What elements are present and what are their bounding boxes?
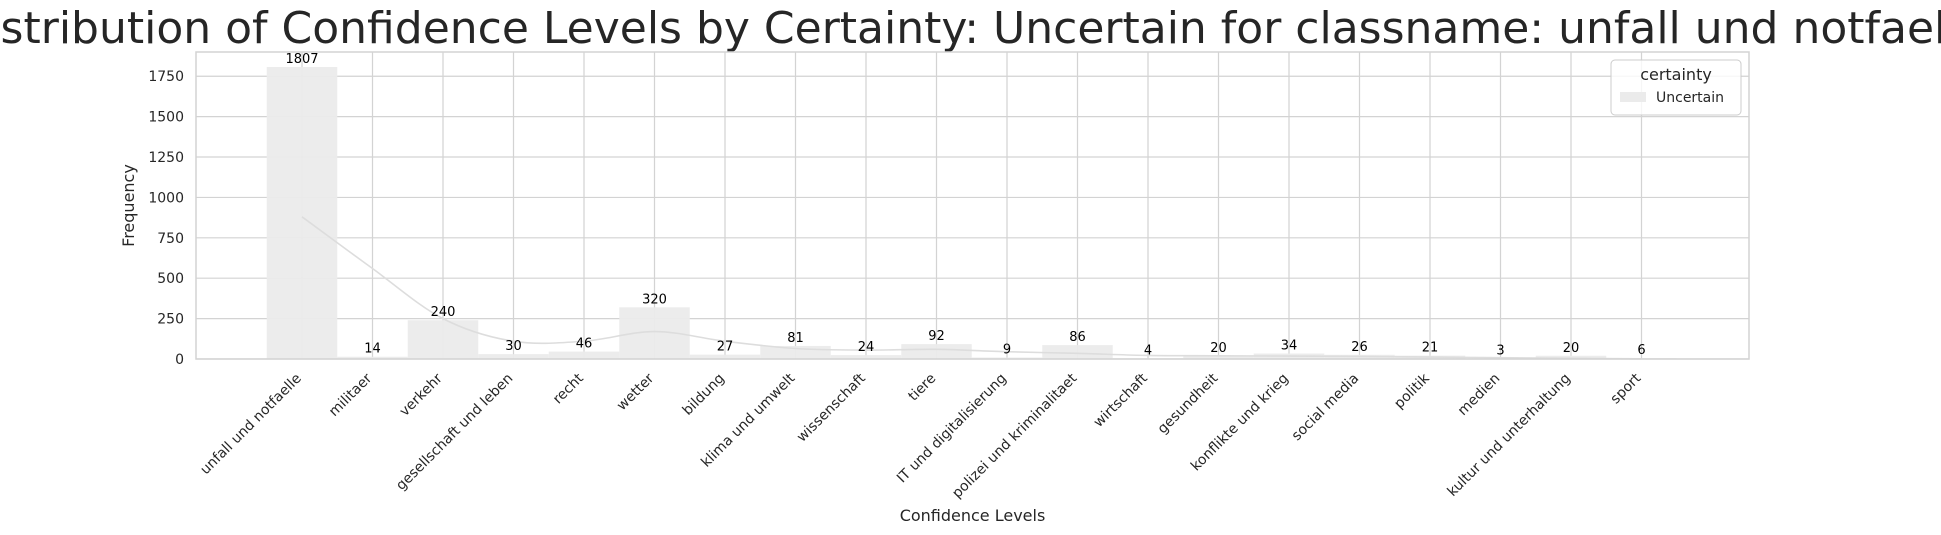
grid-lines xyxy=(196,52,1749,360)
x-tick-label: wetter xyxy=(614,370,658,414)
y-tick-label: 1750 xyxy=(148,69,184,85)
x-tick-label: recht xyxy=(550,370,587,407)
x-axis-ticks: unfall und notfaelle militaer verkehrgesel… xyxy=(197,370,1644,502)
x-tick-label: medien xyxy=(1455,371,1503,419)
y-axis-ticks: 0 250 500 750 1000 1250 1500 1750 xyxy=(148,69,184,368)
x-tick-label: polizei und kriminalitaet xyxy=(949,370,1080,501)
data-label: 1807 xyxy=(285,52,318,67)
x-tick-label: sport xyxy=(1608,370,1645,407)
bar xyxy=(266,67,338,359)
bar xyxy=(1535,355,1607,359)
data-label: 20 xyxy=(1563,341,1580,356)
bar xyxy=(1042,345,1113,359)
data-label: 26 xyxy=(1351,340,1368,355)
x-tick-label: bildung xyxy=(680,371,728,419)
legend-title: certainty xyxy=(1640,65,1712,84)
y-axis-label: Frequency xyxy=(119,164,138,247)
data-label: 46 xyxy=(576,337,593,352)
data-label: 81 xyxy=(787,331,804,346)
data-label: 4 xyxy=(1144,343,1152,358)
data-label: 86 xyxy=(1069,330,1086,345)
bar xyxy=(689,354,761,359)
y-tick-label: 1000 xyxy=(148,190,184,206)
legend-swatch xyxy=(1620,92,1646,102)
data-label: 20 xyxy=(1210,341,1227,356)
x-tick-label: gesellschaft und leben xyxy=(393,371,516,494)
data-label: 21 xyxy=(1422,341,1439,356)
data-label: 320 xyxy=(642,292,667,307)
x-axis-label: Confidence Levels xyxy=(900,506,1046,525)
x-tick-label: unfall und notfaelle xyxy=(197,371,304,478)
bar xyxy=(548,351,620,359)
bars xyxy=(266,67,1677,359)
bar xyxy=(901,344,972,359)
y-tick-label: 500 xyxy=(157,271,184,287)
x-tick-label: wissenschaft xyxy=(794,370,869,445)
chart-title: Distribution of Confidence Levels by Cer… xyxy=(0,3,1941,54)
y-tick-label: 1250 xyxy=(148,150,184,166)
y-tick-label: 750 xyxy=(157,231,184,247)
x-tick-label: kultur und unterhaltung xyxy=(1444,371,1573,500)
data-label: 14 xyxy=(364,342,381,357)
x-tick-label: militaer xyxy=(326,370,375,419)
legend: certainty Uncertain xyxy=(1610,59,1742,116)
x-tick-label: verkehr xyxy=(397,370,446,419)
bar xyxy=(478,354,549,359)
y-tick-label: 250 xyxy=(157,312,184,328)
data-label: 3 xyxy=(1496,344,1504,359)
x-tick-label: tiere xyxy=(905,371,939,405)
data-label: 92 xyxy=(928,329,945,344)
data-label: 240 xyxy=(431,305,456,320)
x-tick-label: social media xyxy=(1289,371,1363,445)
x-tick-label: gesundheit xyxy=(1155,370,1222,437)
data-label: 30 xyxy=(505,339,522,354)
bar xyxy=(830,355,902,359)
data-label: 9 xyxy=(1003,343,1011,358)
y-tick-label: 1500 xyxy=(148,110,184,126)
x-tick-label: politik xyxy=(1391,370,1433,412)
bar xyxy=(337,356,408,359)
kde-curve xyxy=(301,216,1642,360)
y-tick-label: 0 xyxy=(175,352,184,368)
x-tick-label: wirtschaft xyxy=(1091,370,1152,431)
bar xyxy=(407,320,479,359)
data-label: 27 xyxy=(717,340,734,355)
data-label: 6 xyxy=(1637,343,1645,358)
data-label: 24 xyxy=(858,340,875,355)
kde-line xyxy=(301,216,1642,360)
data-label: 34 xyxy=(1281,339,1298,354)
plot-frame xyxy=(195,51,1750,360)
bar xyxy=(1183,355,1254,359)
legend-entry-uncertain: Uncertain xyxy=(1656,90,1724,106)
